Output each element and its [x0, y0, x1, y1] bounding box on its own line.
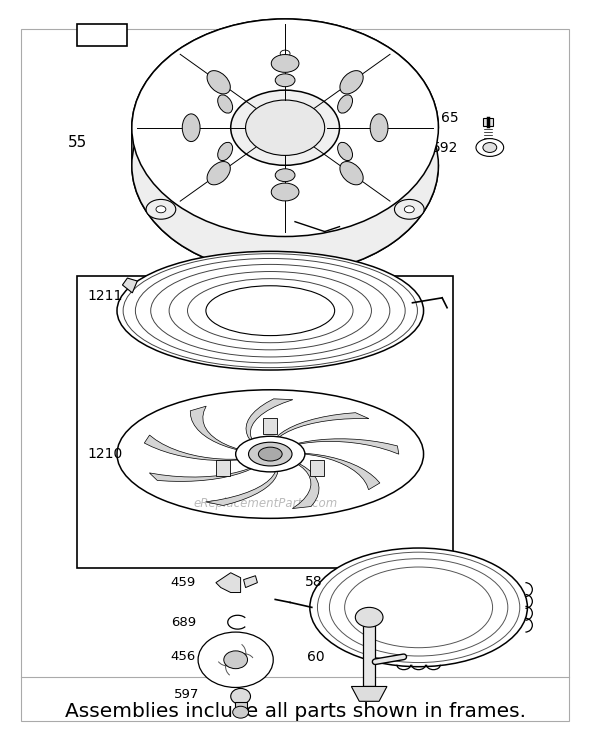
Text: 55: 55: [68, 135, 87, 150]
Bar: [483, 118, 493, 126]
Polygon shape: [149, 464, 259, 481]
Ellipse shape: [275, 74, 295, 87]
Ellipse shape: [132, 56, 438, 274]
Polygon shape: [298, 453, 380, 490]
Polygon shape: [273, 412, 369, 442]
Ellipse shape: [218, 95, 232, 113]
Polygon shape: [132, 19, 438, 274]
Text: 58: 58: [305, 574, 323, 588]
Bar: [77, 24, 127, 45]
Text: Assemblies include all parts shown in frames.: Assemblies include all parts shown in fr…: [64, 701, 526, 721]
Polygon shape: [352, 687, 387, 701]
Text: 689: 689: [171, 616, 196, 629]
Text: 459: 459: [171, 576, 196, 589]
Ellipse shape: [117, 390, 424, 519]
Ellipse shape: [235, 436, 305, 472]
Polygon shape: [206, 466, 278, 505]
Ellipse shape: [483, 143, 497, 152]
Ellipse shape: [337, 95, 352, 113]
Ellipse shape: [156, 206, 166, 212]
Text: 608: 608: [89, 27, 116, 42]
Text: eReplacementParts.com: eReplacementParts.com: [193, 497, 337, 510]
Ellipse shape: [395, 199, 424, 219]
Polygon shape: [244, 576, 257, 588]
Ellipse shape: [231, 689, 251, 704]
Ellipse shape: [476, 139, 504, 157]
Ellipse shape: [340, 161, 363, 185]
Ellipse shape: [232, 707, 248, 718]
Ellipse shape: [207, 161, 230, 185]
Ellipse shape: [340, 71, 363, 94]
Ellipse shape: [206, 286, 335, 336]
Ellipse shape: [245, 100, 324, 155]
Polygon shape: [190, 406, 244, 451]
Ellipse shape: [146, 199, 176, 219]
Bar: [263, 418, 277, 435]
Ellipse shape: [270, 44, 300, 63]
Ellipse shape: [355, 607, 383, 627]
Polygon shape: [293, 461, 319, 508]
Text: 597: 597: [173, 688, 199, 701]
Text: 1211: 1211: [87, 289, 123, 303]
Polygon shape: [123, 278, 137, 293]
Ellipse shape: [248, 442, 292, 466]
Ellipse shape: [337, 143, 352, 160]
Text: 1210: 1210: [87, 447, 123, 461]
Ellipse shape: [271, 54, 299, 72]
Ellipse shape: [224, 651, 248, 669]
Ellipse shape: [275, 169, 295, 181]
Ellipse shape: [117, 251, 424, 370]
Polygon shape: [216, 573, 241, 592]
Polygon shape: [290, 439, 399, 454]
Bar: [363, 617, 375, 687]
Ellipse shape: [207, 71, 230, 94]
Bar: [235, 702, 247, 713]
Bar: [217, 460, 230, 476]
Ellipse shape: [280, 50, 290, 57]
Polygon shape: [246, 399, 293, 444]
Ellipse shape: [182, 114, 200, 142]
Ellipse shape: [370, 114, 388, 142]
Ellipse shape: [258, 447, 282, 461]
Ellipse shape: [271, 183, 299, 201]
Ellipse shape: [198, 632, 273, 687]
Text: 592: 592: [432, 140, 458, 155]
Bar: [77, 276, 453, 568]
Text: 60: 60: [307, 650, 324, 663]
Polygon shape: [145, 435, 245, 461]
Text: 456: 456: [171, 650, 196, 663]
Ellipse shape: [132, 19, 438, 236]
Text: 65: 65: [441, 111, 458, 125]
Ellipse shape: [218, 143, 232, 160]
Ellipse shape: [404, 206, 414, 212]
Ellipse shape: [231, 90, 339, 165]
Ellipse shape: [310, 548, 527, 666]
Bar: [310, 460, 325, 476]
